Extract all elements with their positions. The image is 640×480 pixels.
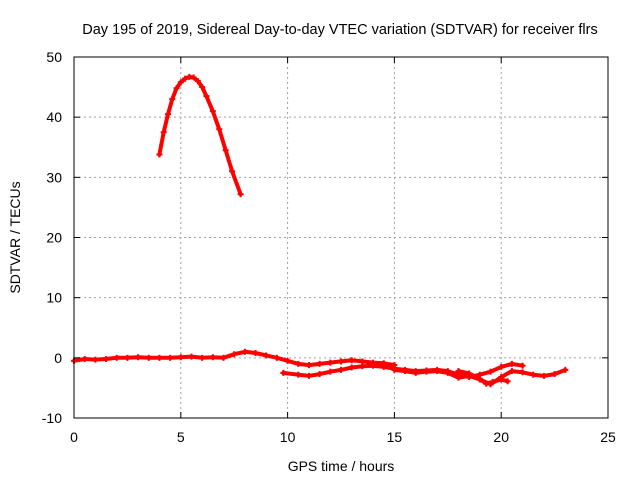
data-point [220,354,227,361]
data-point [380,363,387,370]
data-point [188,353,195,360]
x-tick-label: 0 [70,429,78,445]
data-point [92,356,99,363]
data-point [237,191,244,198]
data-point [489,378,496,385]
data-point [327,368,334,375]
data-point [327,359,334,366]
chart-title: Day 195 of 2019, Sidereal Day-to-day VTE… [82,22,597,38]
data-point [370,362,377,369]
y-tick-label: 50 [46,49,62,65]
data-point [391,366,398,373]
data-point [412,369,419,376]
data-point [194,78,201,85]
data-point [216,126,223,133]
data-point [263,352,270,359]
data-point [203,93,210,100]
data-point [519,369,526,376]
data-point [182,75,189,82]
data-point [222,147,229,154]
data-point [156,151,163,158]
data-point [316,371,323,378]
data-point [316,360,323,367]
y-tick-label: 30 [46,169,62,185]
data-point [508,360,515,367]
data-point [241,348,248,355]
data-point [160,129,167,136]
data-point [305,372,312,379]
data-point [455,368,462,375]
data-point [530,371,537,378]
x-tick-label: 20 [493,429,509,445]
data-point [280,369,287,376]
data-point [483,380,490,387]
x-tick-label: 15 [387,429,403,445]
x-tick-label: 5 [177,429,185,445]
data-point [156,354,163,361]
data-point [295,360,302,367]
data-point [199,354,206,361]
data-point [466,370,473,377]
data-point [519,362,526,369]
y-tick-label: 40 [46,109,62,125]
data-point [190,74,197,81]
data-point [177,79,184,86]
data-point [504,378,511,385]
data-point [540,372,547,379]
data-point [167,354,174,361]
data-point [423,368,430,375]
data-point [81,356,88,363]
data-point [487,368,494,375]
y-tick-label: 0 [54,350,62,366]
series-SDTVAR-satellite-pass-early [157,74,243,197]
data-point [562,366,569,373]
data-point [498,363,505,370]
x-axis-label: GPS time / hours [288,458,395,474]
data-point [177,354,184,361]
data-point [508,368,515,375]
data-point [338,358,344,365]
data-point [103,356,110,363]
data-point [476,375,483,382]
data-point [229,168,236,175]
data-point [348,364,355,371]
data-point [295,371,302,378]
data-point [455,374,462,381]
data-point [231,351,238,358]
data-point [145,354,152,361]
data-point [164,111,171,118]
ticks-layer: 0 5 10 15 20 25 -10 0 10 20 30 40 50 [42,49,616,445]
data-point [273,354,280,361]
data-point [284,357,291,364]
y-tick-label: 20 [46,230,62,246]
data-point [359,363,366,370]
data-point [498,376,505,383]
data-point [305,362,312,369]
data-point [348,357,355,364]
data-point [209,354,216,361]
y-axis-label: SDTVAR / TECUs [7,181,23,293]
x-tick-label: 25 [600,429,616,445]
y-tick-label: -10 [42,410,62,426]
data-point [173,85,180,92]
data-point [434,368,441,375]
x-tick-label: 10 [280,429,296,445]
y-tick-label: 10 [46,290,62,306]
data-point [124,354,131,361]
data-point [113,354,120,361]
grid-layer [74,57,608,418]
data-point [402,368,409,375]
data-point [252,350,259,357]
data-point [135,354,142,361]
data-point [209,108,216,115]
data-point [551,371,558,378]
data-point [338,366,344,373]
data-point [169,96,176,103]
data-point [444,369,451,376]
series-layer [71,73,569,388]
data-point [199,84,206,91]
